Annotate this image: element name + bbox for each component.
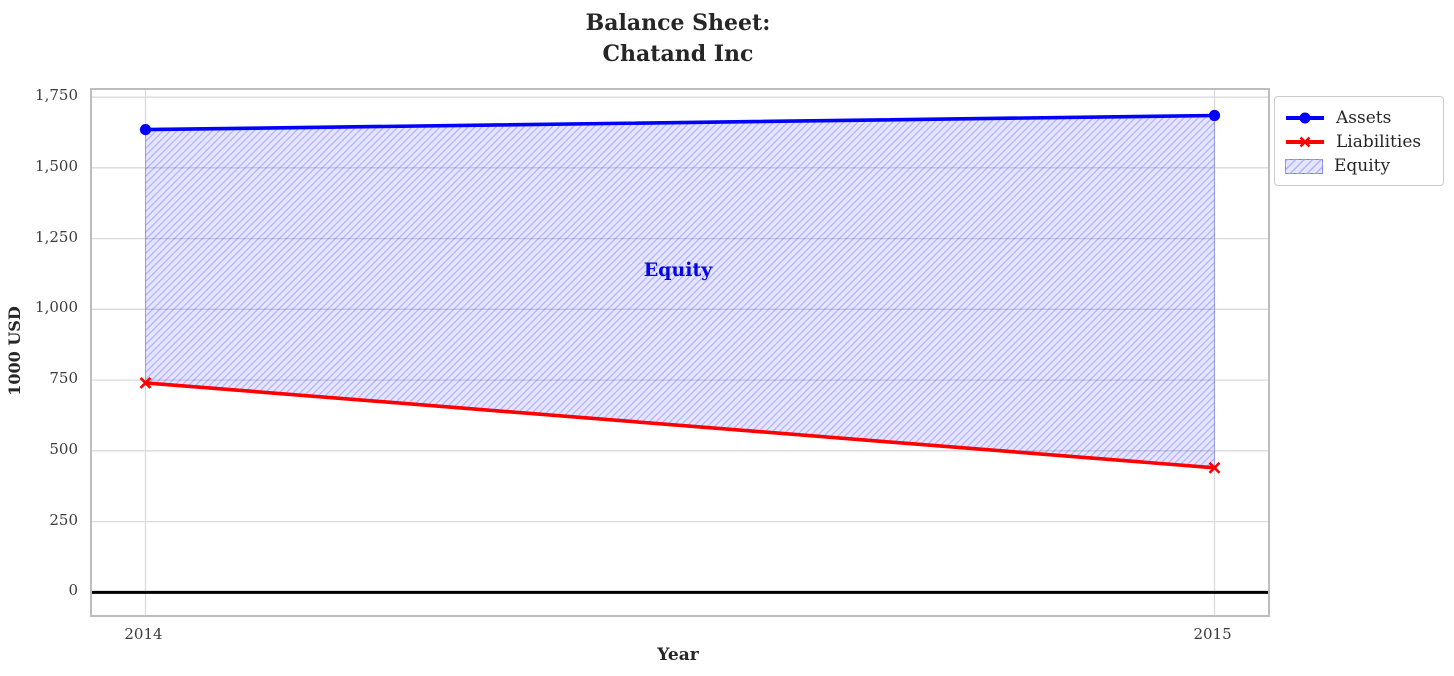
x-axis-label: Year xyxy=(657,645,699,665)
y-tick-label: 1,500 xyxy=(35,156,78,175)
equity-area xyxy=(145,114,1215,469)
assets-line-marker-icon xyxy=(1286,112,1324,124)
chart-title-line2: Chatand Inc xyxy=(602,41,754,67)
chart-title: Balance Sheet: Chatand Inc xyxy=(278,8,1078,70)
legend-label: Assets xyxy=(1336,108,1392,128)
legend-item-liabilities: Liabilities xyxy=(1285,130,1433,154)
legend-item-equity: Equity xyxy=(1285,154,1433,178)
plot-area xyxy=(90,88,1270,617)
assets-marker xyxy=(1208,109,1221,122)
legend-label: Liabilities xyxy=(1336,132,1422,152)
y-tick-label: 750 xyxy=(49,369,78,388)
liabilities-line xyxy=(143,381,1217,470)
y-tick-label: 0 xyxy=(68,581,78,600)
y-tick-label: 1,000 xyxy=(35,298,78,317)
y-tick-label: 1,250 xyxy=(35,227,78,246)
assets-marker xyxy=(139,124,152,136)
x-tick-label: 2014 xyxy=(124,625,163,643)
chart-title-line1: Balance Sheet: xyxy=(585,10,771,36)
legend-item-assets: Assets xyxy=(1285,106,1433,130)
legend-label: Equity xyxy=(1334,156,1391,176)
equity-area-annotation: Equity xyxy=(643,258,713,281)
equity-hatch-swatch-icon xyxy=(1285,158,1323,174)
y-tick-label: 1,750 xyxy=(35,86,78,105)
y-tick-label: 500 xyxy=(49,439,78,458)
y-axis-label: 1000 USD xyxy=(5,306,24,396)
legend: Assets Liabilities Equity xyxy=(1274,96,1444,186)
x-tick-label: 2015 xyxy=(1193,625,1232,643)
liabilities-marker xyxy=(1208,461,1221,474)
liabilities-marker xyxy=(139,376,152,389)
y-tick-label: 250 xyxy=(49,510,78,529)
assets-line xyxy=(143,113,1217,132)
liabilities-line-marker-icon xyxy=(1286,136,1324,148)
chart-svg xyxy=(92,90,1268,615)
